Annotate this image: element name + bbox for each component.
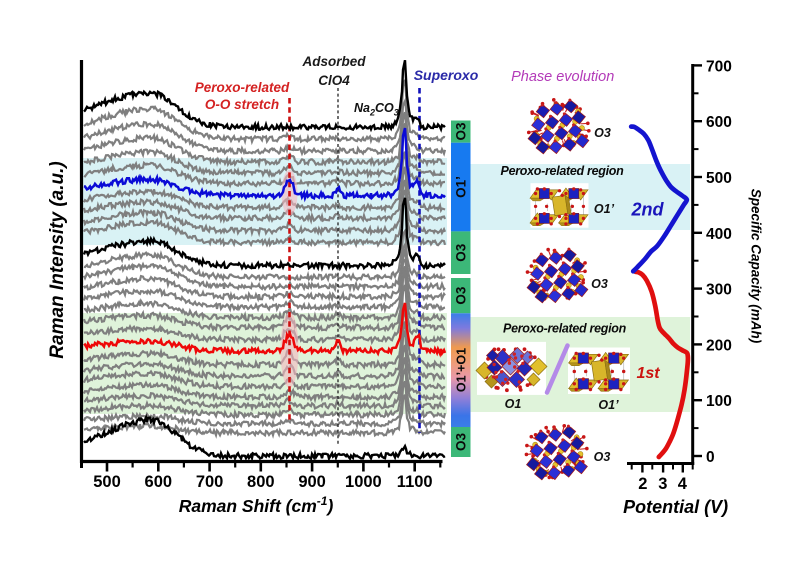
svg-text:O1’+O1: O1’+O1 xyxy=(454,348,468,392)
svg-text:Raman Intensity (a.u.): Raman Intensity (a.u.) xyxy=(47,161,68,358)
svg-text:Specific Capacity (mAh): Specific Capacity (mAh) xyxy=(749,189,764,344)
svg-text:O3: O3 xyxy=(591,277,608,291)
svg-text:Adsorbed: Adsorbed xyxy=(301,54,366,69)
svg-text:O3: O3 xyxy=(453,433,468,452)
svg-text:O3: O3 xyxy=(453,286,468,305)
svg-text:3: 3 xyxy=(658,475,667,493)
svg-text:400: 400 xyxy=(706,226,732,243)
svg-text:900: 900 xyxy=(298,473,326,491)
svg-text:700: 700 xyxy=(706,58,732,75)
svg-text:Na2CO3: Na2CO3 xyxy=(354,101,399,118)
svg-text:0: 0 xyxy=(706,449,715,466)
svg-text:Raman Shift (cm-1): Raman Shift (cm-1) xyxy=(179,494,334,516)
svg-text:Peroxo-related: Peroxo-related xyxy=(195,80,290,95)
svg-text:2: 2 xyxy=(638,475,647,493)
svg-text:2nd: 2nd xyxy=(630,200,664,220)
svg-text:1000: 1000 xyxy=(345,473,382,491)
svg-text:ClO4: ClO4 xyxy=(318,73,350,88)
svg-text:O1’: O1’ xyxy=(453,176,468,198)
svg-text:800: 800 xyxy=(247,473,275,491)
svg-text:Potential (V): Potential (V) xyxy=(623,497,728,517)
svg-text:Phase evolution: Phase evolution xyxy=(511,69,614,85)
svg-text:700: 700 xyxy=(196,473,224,491)
svg-text:500: 500 xyxy=(706,170,732,187)
svg-text:O-O stretch: O-O stretch xyxy=(205,97,279,112)
svg-text:300: 300 xyxy=(706,282,732,299)
svg-text:600: 600 xyxy=(706,114,732,131)
svg-text:O1’: O1’ xyxy=(598,398,619,412)
svg-text:Peroxo-related region: Peroxo-related region xyxy=(503,322,627,336)
svg-text:1st: 1st xyxy=(636,365,660,382)
svg-text:4: 4 xyxy=(678,475,688,493)
svg-text:Peroxo-related region: Peroxo-related region xyxy=(501,164,625,178)
svg-text:1100: 1100 xyxy=(397,473,433,491)
svg-text:100: 100 xyxy=(706,393,732,410)
svg-text:600: 600 xyxy=(145,473,173,491)
svg-text:O3: O3 xyxy=(453,122,468,141)
svg-text:O3: O3 xyxy=(453,243,468,262)
svg-text:O1: O1 xyxy=(505,397,522,411)
svg-text:O1’: O1’ xyxy=(594,202,615,216)
svg-text:Superoxo: Superoxo xyxy=(414,67,479,83)
svg-text:200: 200 xyxy=(706,337,732,354)
svg-text:O3: O3 xyxy=(594,126,611,140)
svg-text:500: 500 xyxy=(93,473,121,491)
svg-text:O3: O3 xyxy=(594,450,611,464)
